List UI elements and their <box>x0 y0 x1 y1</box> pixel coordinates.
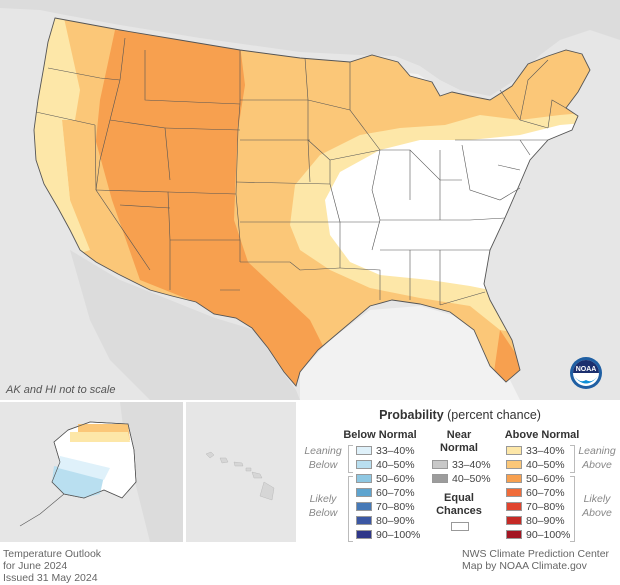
noaa-logo: NOAA <box>570 357 602 389</box>
above-normal-range-label: 50–60% <box>526 472 565 485</box>
above-33-40-west-coast <box>34 110 90 260</box>
above-normal-swatch <box>506 516 522 525</box>
below-normal-row: 40–50% <box>356 458 415 471</box>
above-normal-header: Above Normal <box>504 429 580 441</box>
brace-likely-below <box>348 476 353 542</box>
footer-right-line-2: Map by NOAA Climate.gov <box>462 560 587 572</box>
above-normal-swatch <box>506 502 522 511</box>
above-normal-swatch <box>506 446 522 455</box>
below-normal-row: 80–90% <box>356 514 415 527</box>
above-normal-row: 70–80% <box>506 500 565 513</box>
below-normal-swatch <box>356 460 372 469</box>
below-normal-row: 60–70% <box>356 486 415 499</box>
below-normal-range-label: 40–50% <box>376 458 415 471</box>
footer-left-line-3: Issued 31 May 2024 <box>3 572 98 584</box>
above-normal-swatch <box>506 460 522 469</box>
scale-note: AK and HI not to scale <box>6 384 116 396</box>
svg-text:NOAA: NOAA <box>576 366 597 373</box>
below-normal-swatch <box>356 516 372 525</box>
footer-left-line-2: for June 2024 <box>3 560 68 572</box>
below-normal-range-label: 50–60% <box>376 472 415 485</box>
near-normal-range-label: 40–50% <box>452 472 491 485</box>
conus-outlook-map: NOAA <box>0 0 620 400</box>
above-normal-swatch <box>506 474 522 483</box>
footer-right: NWS Climate Prediction Center Map by NOA… <box>462 548 609 572</box>
above-normal-swatch <box>506 530 522 539</box>
us-outline <box>33 17 591 387</box>
above-normal-row: 40–50% <box>506 458 565 471</box>
equal-chances-label: Equal Chances <box>436 492 482 517</box>
near-normal-range-label: 33–40% <box>452 458 491 471</box>
divider-hi-legend <box>296 402 300 542</box>
below-normal-row: 90–100% <box>356 528 421 541</box>
canada-land <box>0 0 620 96</box>
near-normal-row: 40–50% <box>432 472 491 485</box>
likely-above-label: Likely Above <box>582 493 612 519</box>
below-normal-row: 50–60% <box>356 472 415 485</box>
divider-ak-hi <box>183 402 186 542</box>
legend-title-bold: Probability <box>379 408 444 422</box>
near-normal-row: 33–40% <box>432 458 491 471</box>
below-normal-swatch <box>356 502 372 511</box>
alaska-map <box>0 402 183 542</box>
above-normal-swatch <box>506 488 522 497</box>
below-normal-range-label: 60–70% <box>376 486 415 499</box>
state-borders <box>35 37 567 306</box>
probability-legend: Probability (percent chance) Below Norma… <box>300 402 620 545</box>
near-normal-swatch <box>432 474 448 483</box>
footer-left-line-1: Temperature Outlook <box>3 548 102 560</box>
hawaii-map <box>186 402 296 542</box>
legend-title-rest: (percent chance) <box>443 408 541 422</box>
near-normal-swatch <box>432 460 448 469</box>
alaska-below-light <box>58 456 110 480</box>
brace-likely-above <box>570 476 575 542</box>
below-normal-swatch <box>356 488 372 497</box>
leaning-above-label: Leaning Above <box>578 445 616 471</box>
above-normal-range-label: 80–90% <box>526 514 565 527</box>
below-normal-range-label: 80–90% <box>376 514 415 527</box>
brace-leaning-below <box>348 445 353 473</box>
equal-chances-swatch <box>451 522 469 531</box>
brace-leaning-above <box>570 445 575 473</box>
above-normal-range-label: 40–50% <box>526 458 565 471</box>
below-normal-range-label: 33–40% <box>376 444 415 457</box>
below-normal-swatch <box>356 530 372 539</box>
likely-below-label: Likely Below <box>308 493 338 519</box>
above-normal-range-label: 70–80% <box>526 500 565 513</box>
below-normal-range-label: 90–100% <box>376 528 421 541</box>
above-normal-row: 33–40% <box>506 444 565 457</box>
near-normal-header: Near Normal <box>440 429 478 454</box>
above-normal-row: 60–70% <box>506 486 565 499</box>
below-normal-swatch <box>356 446 372 455</box>
alaska-above-light <box>70 432 130 442</box>
above-normal-row: 80–90% <box>506 514 565 527</box>
mexico-land <box>70 250 300 400</box>
below-normal-header: Below Normal <box>343 429 417 441</box>
above-normal-range-label: 90–100% <box>526 528 571 541</box>
below-normal-row: 70–80% <box>356 500 415 513</box>
below-normal-swatch <box>356 474 372 483</box>
above-normal-range-label: 60–70% <box>526 486 565 499</box>
above-normal-row: 50–60% <box>506 472 565 485</box>
footer-left: Temperature Outlook for June 2024 Issued… <box>3 548 101 584</box>
above-normal-row: 90–100% <box>506 528 571 541</box>
leaning-below-label: Leaning Below <box>304 445 342 471</box>
footer-right-line-1: NWS Climate Prediction Center <box>462 548 610 560</box>
above-normal-range-label: 33–40% <box>526 444 565 457</box>
below-normal-range-label: 70–80% <box>376 500 415 513</box>
divider-horizontal <box>0 400 620 402</box>
below-normal-row: 33–40% <box>356 444 415 457</box>
legend-title: Probability (percent chance) <box>300 408 620 422</box>
gulf-of-mexico <box>300 306 520 400</box>
